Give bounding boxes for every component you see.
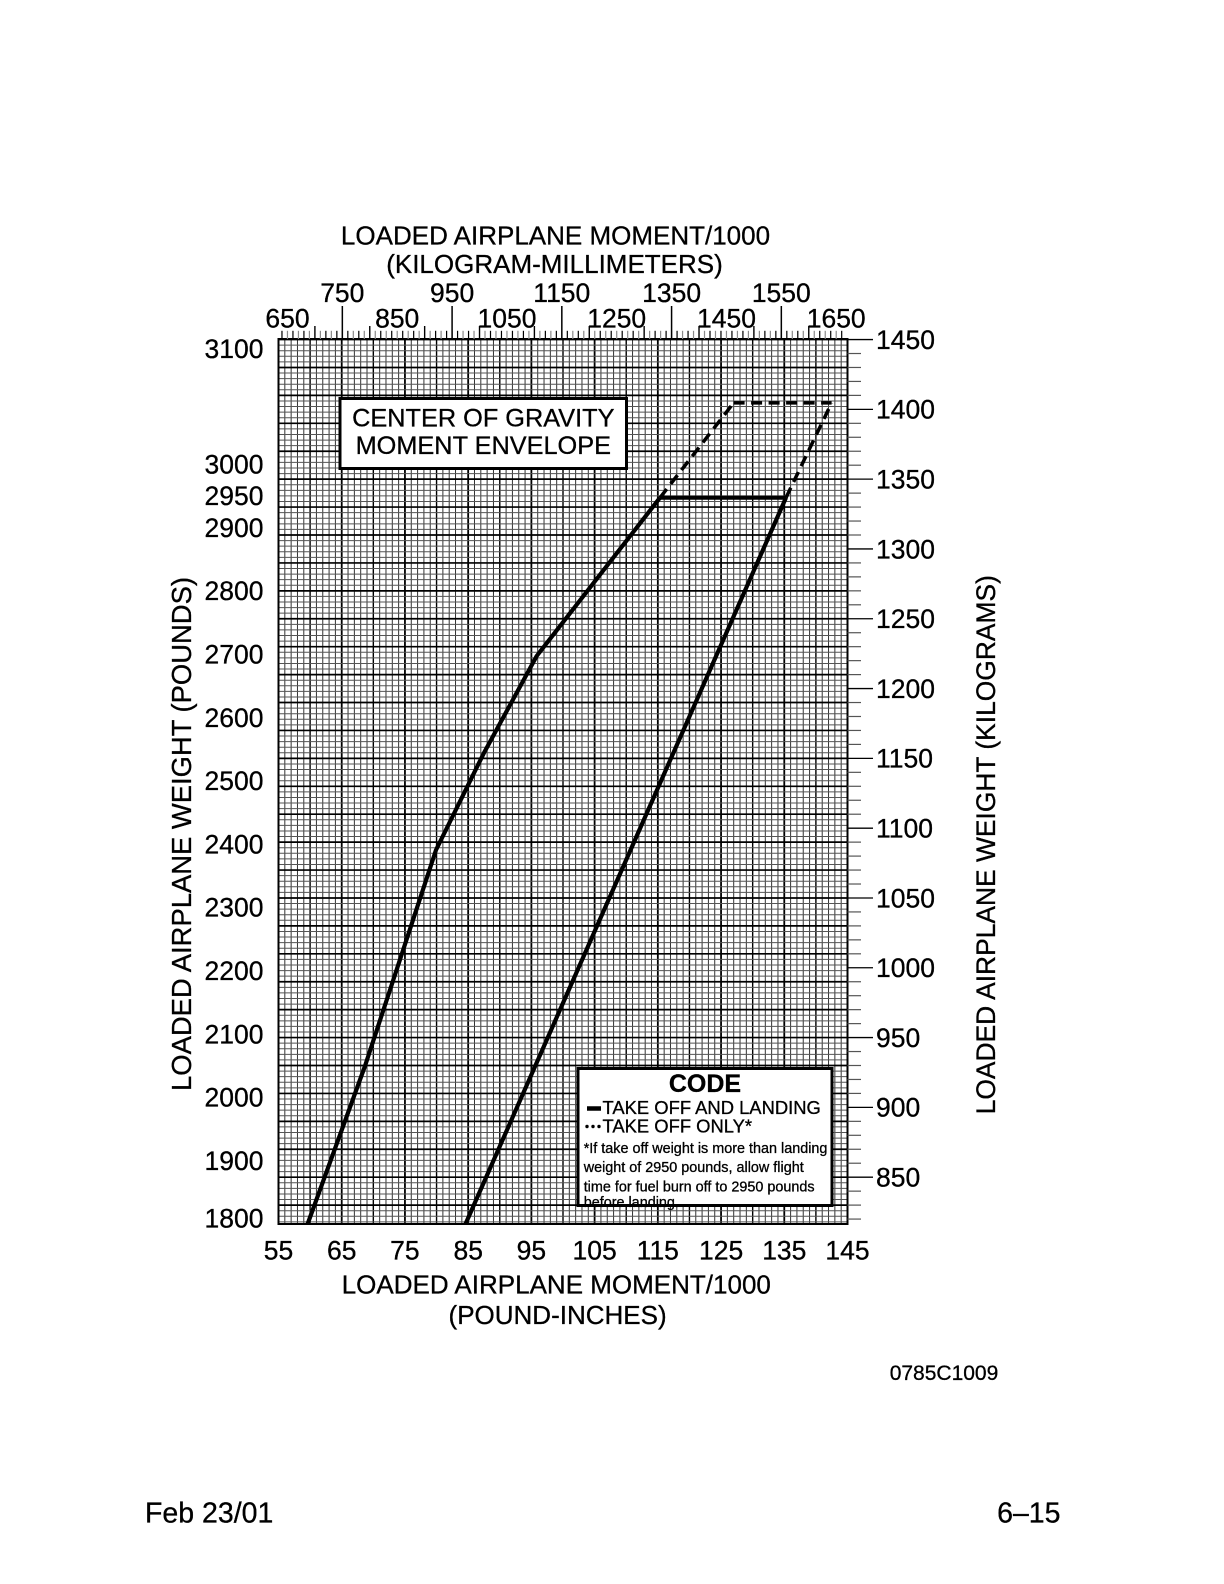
svg-text:55: 55 (264, 1236, 293, 1266)
svg-text:2200: 2200 (205, 956, 264, 986)
svg-text:1000: 1000 (876, 953, 935, 983)
svg-text:Feb 23/01: Feb 23/01 (145, 1498, 273, 1530)
svg-text:750: 750 (320, 278, 364, 308)
svg-text:1450: 1450 (876, 325, 935, 355)
svg-text:2000: 2000 (205, 1083, 264, 1113)
svg-text:2900: 2900 (205, 513, 264, 543)
svg-text:650: 650 (265, 303, 309, 333)
svg-text:TAKE OFF AND LANDING: TAKE OFF AND LANDING (603, 1097, 821, 1118)
svg-text:(KILOGRAM-MILLIMETERS): (KILOGRAM-MILLIMETERS) (386, 249, 723, 279)
svg-text:1350: 1350 (876, 465, 935, 495)
svg-text:3000: 3000 (205, 450, 264, 480)
svg-text:1250: 1250 (876, 604, 935, 634)
svg-text:1450: 1450 (697, 303, 756, 333)
svg-text:125: 125 (699, 1236, 743, 1266)
svg-text:LOADED AIRPLANE MOMENT/1000: LOADED AIRPLANE MOMENT/1000 (342, 1270, 771, 1300)
svg-text:1800: 1800 (205, 1203, 264, 1233)
svg-text:2300: 2300 (205, 893, 264, 923)
svg-text:1300: 1300 (876, 534, 935, 564)
svg-text:115: 115 (637, 1236, 679, 1266)
svg-text:1150: 1150 (533, 278, 590, 308)
svg-text:145: 145 (825, 1236, 869, 1266)
svg-text:1900: 1900 (205, 1146, 264, 1176)
svg-text:*If take off weight is more th: *If take off weight is more than landing (584, 1141, 828, 1157)
svg-text:LOADED AIRPLANE MOMENT/1000: LOADED AIRPLANE MOMENT/1000 (341, 221, 770, 251)
svg-text:before landing.: before landing. (584, 1195, 679, 1211)
svg-text:0785C1009: 0785C1009 (890, 1362, 999, 1385)
svg-text:950: 950 (876, 1023, 920, 1053)
svg-text:2400: 2400 (205, 829, 264, 859)
svg-text:850: 850 (375, 303, 419, 333)
svg-text:950: 950 (430, 278, 474, 308)
svg-text:weight of 2950 pounds, allow f: weight of 2950 pounds, allow flight (583, 1160, 804, 1176)
svg-text:1150: 1150 (876, 744, 933, 774)
svg-text:65: 65 (327, 1236, 356, 1266)
svg-text:TAKE OFF ONLY*: TAKE OFF ONLY* (603, 1115, 753, 1136)
svg-text:2500: 2500 (205, 766, 264, 796)
svg-text:LOADED AIRPLANE WEIGHT (POUNDS: LOADED AIRPLANE WEIGHT (POUNDS) (166, 577, 197, 1091)
svg-text:105: 105 (572, 1236, 616, 1266)
svg-text:MOMENT ENVELOPE: MOMENT ENVELOPE (356, 432, 611, 460)
svg-text:1350: 1350 (642, 278, 701, 308)
svg-text:75: 75 (390, 1236, 419, 1266)
svg-text:(POUND-INCHES): (POUND-INCHES) (449, 1300, 667, 1330)
svg-text:LOADED AIRPLANE WEIGHT (KILOGR: LOADED AIRPLANE WEIGHT (KILOGRAMS) (971, 575, 1001, 1114)
svg-text:2100: 2100 (205, 1019, 264, 1049)
svg-text:1100: 1100 (876, 814, 933, 844)
svg-text:2600: 2600 (205, 703, 264, 733)
svg-text:900: 900 (876, 1093, 920, 1123)
svg-text:1550: 1550 (752, 278, 811, 308)
svg-text:CENTER OF GRAVITY: CENTER OF GRAVITY (352, 404, 614, 432)
svg-text:1050: 1050 (478, 303, 537, 333)
svg-text:1650: 1650 (807, 303, 866, 333)
svg-text:1250: 1250 (587, 303, 646, 333)
svg-text:1400: 1400 (876, 395, 935, 425)
svg-text:2950: 2950 (205, 481, 264, 511)
svg-text:2700: 2700 (205, 639, 264, 669)
svg-text:2800: 2800 (205, 576, 264, 606)
svg-text:95: 95 (517, 1236, 546, 1266)
svg-text:850: 850 (876, 1163, 920, 1193)
svg-text:3100: 3100 (205, 334, 264, 364)
svg-text:1050: 1050 (876, 883, 935, 913)
svg-text:CODE: CODE (669, 1070, 741, 1098)
svg-text:1200: 1200 (876, 674, 935, 704)
svg-text:135: 135 (762, 1236, 806, 1266)
svg-text:6–15: 6–15 (997, 1498, 1060, 1530)
svg-text:time for fuel burn off to 2950: time for fuel burn off to 2950 pounds (584, 1180, 815, 1196)
svg-text:85: 85 (453, 1236, 482, 1266)
